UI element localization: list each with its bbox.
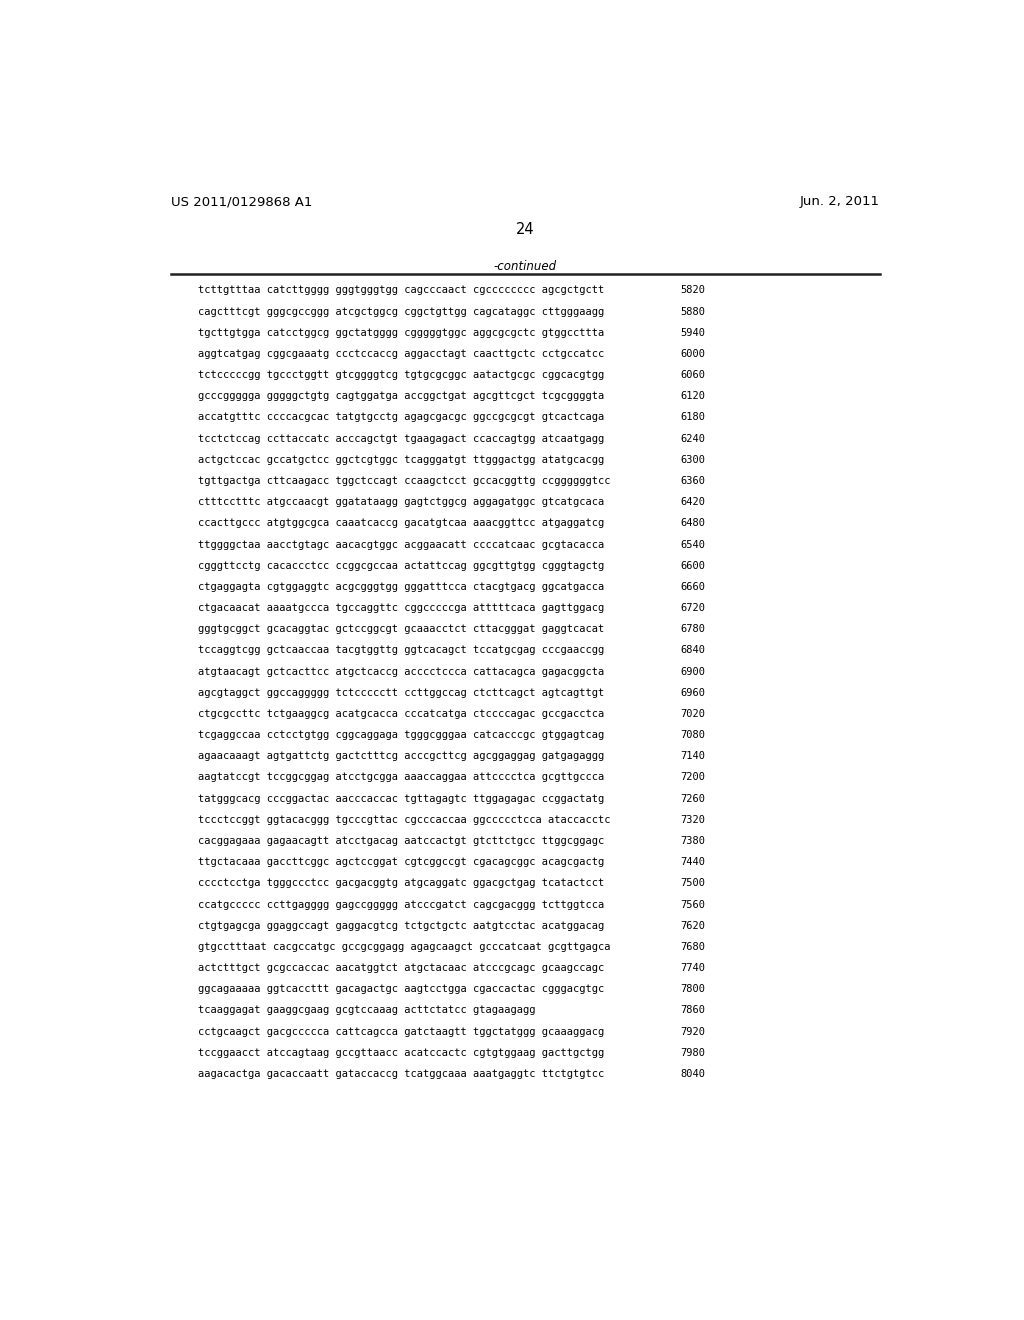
Text: 6360: 6360 <box>680 477 706 486</box>
Text: 7140: 7140 <box>680 751 706 762</box>
Text: ctgaggagta cgtggaggtc acgcgggtgg gggatttcca ctacgtgacg ggcatgacca: ctgaggagta cgtggaggtc acgcgggtgg gggattt… <box>198 582 604 591</box>
Text: 7380: 7380 <box>680 836 706 846</box>
Text: 6000: 6000 <box>680 348 706 359</box>
Text: cgggttcctg cacaccctcc ccggcgccaa actattccag ggcgttgtgg cgggtagctg: cgggttcctg cacaccctcc ccggcgccaa actattc… <box>198 561 604 570</box>
Text: 7020: 7020 <box>680 709 706 719</box>
Text: 7920: 7920 <box>680 1027 706 1036</box>
Text: 6840: 6840 <box>680 645 706 656</box>
Text: tgttgactga cttcaagacc tggctccagt ccaagctcct gccacggttg ccggggggtcc: tgttgactga cttcaagacc tggctccagt ccaagct… <box>198 477 610 486</box>
Text: 5940: 5940 <box>680 327 706 338</box>
Text: ctgtgagcga ggaggccagt gaggacgtcg tctgctgctc aatgtcctac acatggacag: ctgtgagcga ggaggccagt gaggacgtcg tctgctg… <box>198 921 604 931</box>
Text: Jun. 2, 2011: Jun. 2, 2011 <box>800 195 880 209</box>
Text: agcgtaggct ggccaggggg tctccccctt ccttggccag ctcttcagct agtcagttgt: agcgtaggct ggccaggggg tctccccctt ccttggc… <box>198 688 604 698</box>
Text: 7620: 7620 <box>680 921 706 931</box>
Text: 7500: 7500 <box>680 878 706 888</box>
Text: 6240: 6240 <box>680 434 706 444</box>
Text: 6420: 6420 <box>680 498 706 507</box>
Text: tcaaggagat gaaggcgaag gcgtccaaag acttctatcc gtagaagagg: tcaaggagat gaaggcgaag gcgtccaaag acttcta… <box>198 1006 536 1015</box>
Text: ttggggctaa aacctgtagc aacacgtggc acggaacatt ccccatcaac gcgtacacca: ttggggctaa aacctgtagc aacacgtggc acggaac… <box>198 540 604 549</box>
Text: ctttcctttc atgccaacgt ggatataagg gagtctggcg aggagatggc gtcatgcaca: ctttcctttc atgccaacgt ggatataagg gagtctg… <box>198 498 604 507</box>
Text: ctgacaacat aaaatgccca tgccaggttc cggcccccga atttttcaca gagttggacg: ctgacaacat aaaatgccca tgccaggttc cggcccc… <box>198 603 604 612</box>
Text: actgctccac gccatgctcc ggctcgtggc tcagggatgt ttgggactgg atatgcacgg: actgctccac gccatgctcc ggctcgtggc tcaggga… <box>198 455 604 465</box>
Text: tcctctccag ccttaccatc acccagctgt tgaagagact ccaccagtgg atcaatgagg: tcctctccag ccttaccatc acccagctgt tgaagag… <box>198 434 604 444</box>
Text: cccctcctga tgggccctcc gacgacggtg atgcaggatc ggacgctgag tcatactcct: cccctcctga tgggccctcc gacgacggtg atgcagg… <box>198 878 604 888</box>
Text: 7260: 7260 <box>680 793 706 804</box>
Text: ttgctacaaa gaccttcggc agctccggat cgtcggccgt cgacagcggc acagcgactg: ttgctacaaa gaccttcggc agctccggat cgtcggc… <box>198 857 604 867</box>
Text: tcttgtttaa catcttgggg gggtgggtgg cagcccaact cgcccccccc agcgctgctt: tcttgtttaa catcttgggg gggtgggtgg cagccca… <box>198 285 604 296</box>
Text: 7440: 7440 <box>680 857 706 867</box>
Text: 6780: 6780 <box>680 624 706 634</box>
Text: 7740: 7740 <box>680 964 706 973</box>
Text: aagacactga gacaccaatt gataccaccg tcatggcaaa aaatgaggtc ttctgtgtcc: aagacactga gacaccaatt gataccaccg tcatggc… <box>198 1069 604 1078</box>
Text: 6900: 6900 <box>680 667 706 677</box>
Text: gcccggggga gggggctgtg cagtggatga accggctgat agcgttcgct tcgcggggta: gcccggggga gggggctgtg cagtggatga accggct… <box>198 391 604 401</box>
Text: ccatgccccc ccttgagggg gagccggggg atcccgatct cagcgacggg tcttggtcca: ccatgccccc ccttgagggg gagccggggg atcccga… <box>198 899 604 909</box>
Text: gggtgcggct gcacaggtac gctccggcgt gcaaacctct cttacgggat gaggtcacat: gggtgcggct gcacaggtac gctccggcgt gcaaacc… <box>198 624 604 634</box>
Text: aagtatccgt tccggcggag atcctgcgga aaaccaggaa attcccctca gcgttgccca: aagtatccgt tccggcggag atcctgcgga aaaccag… <box>198 772 604 783</box>
Text: cagctttcgt gggcgccggg atcgctggcg cggctgttgg cagcataggc cttgggaagg: cagctttcgt gggcgccggg atcgctggcg cggctgt… <box>198 306 604 317</box>
Text: 6720: 6720 <box>680 603 706 612</box>
Text: 7080: 7080 <box>680 730 706 741</box>
Text: 8040: 8040 <box>680 1069 706 1078</box>
Text: 7860: 7860 <box>680 1006 706 1015</box>
Text: 6120: 6120 <box>680 391 706 401</box>
Text: tccaggtcgg gctcaaccaa tacgtggttg ggtcacagct tccatgcgag cccgaaccgg: tccaggtcgg gctcaaccaa tacgtggttg ggtcaca… <box>198 645 604 656</box>
Text: ccacttgccc atgtggcgca caaatcaccg gacatgtcaa aaacggttcc atgaggatcg: ccacttgccc atgtggcgca caaatcaccg gacatgt… <box>198 519 604 528</box>
Text: tccctccggt ggtacacggg tgcccgttac cgcccaccaa ggccccctcca ataccacctc: tccctccggt ggtacacggg tgcccgttac cgcccac… <box>198 814 610 825</box>
Text: ctgcgccttc tctgaaggcg acatgcacca cccatcatga ctccccagac gccgacctca: ctgcgccttc tctgaaggcg acatgcacca cccatca… <box>198 709 604 719</box>
Text: 7200: 7200 <box>680 772 706 783</box>
Text: actctttgct gcgccaccac aacatggtct atgctacaac atcccgcagc gcaagccagc: actctttgct gcgccaccac aacatggtct atgctac… <box>198 964 604 973</box>
Text: accatgtttc ccccacgcac tatgtgcctg agagcgacgc ggccgcgcgt gtcactcaga: accatgtttc ccccacgcac tatgtgcctg agagcga… <box>198 412 604 422</box>
Text: 7680: 7680 <box>680 942 706 952</box>
Text: gtgcctttaat cacgccatgc gccgcggagg agagcaagct gcccatcaat gcgttgagca: gtgcctttaat cacgccatgc gccgcggagg agagca… <box>198 942 610 952</box>
Text: tccggaacct atccagtaag gccgttaacc acatccactc cgtgtggaag gacttgctgg: tccggaacct atccagtaag gccgttaacc acatcca… <box>198 1048 604 1057</box>
Text: 6960: 6960 <box>680 688 706 698</box>
Text: 24: 24 <box>515 222 535 236</box>
Text: 6480: 6480 <box>680 519 706 528</box>
Text: 7560: 7560 <box>680 899 706 909</box>
Text: 5820: 5820 <box>680 285 706 296</box>
Text: tatgggcacg cccggactac aacccaccac tgttagagtc ttggagagac ccggactatg: tatgggcacg cccggactac aacccaccac tgttaga… <box>198 793 604 804</box>
Text: -continued: -continued <box>494 260 556 273</box>
Text: 7980: 7980 <box>680 1048 706 1057</box>
Text: ggcagaaaaa ggtcaccttt gacagactgc aagtcctgga cgaccactac cgggacgtgc: ggcagaaaaa ggtcaccttt gacagactgc aagtcct… <box>198 985 604 994</box>
Text: 6300: 6300 <box>680 455 706 465</box>
Text: tgcttgtgga catcctggcg ggctatgggg cgggggtggc aggcgcgctc gtggccttta: tgcttgtgga catcctggcg ggctatgggg cgggggt… <box>198 327 604 338</box>
Text: tctcccccgg tgccctggtt gtcggggtcg tgtgcgcggc aatactgcgc cggcacgtgg: tctcccccgg tgccctggtt gtcggggtcg tgtgcgc… <box>198 370 604 380</box>
Text: cctgcaagct gacgccccca cattcagcca gatctaagtt tggctatggg gcaaaggacg: cctgcaagct gacgccccca cattcagcca gatctaa… <box>198 1027 604 1036</box>
Text: cacggagaaa gagaacagtt atcctgacag aatccactgt gtcttctgcc ttggcggagc: cacggagaaa gagaacagtt atcctgacag aatccac… <box>198 836 604 846</box>
Text: 7800: 7800 <box>680 985 706 994</box>
Text: tcgaggccaa cctcctgtgg cggcaggaga tgggcgggaa catcacccgc gtggagtcag: tcgaggccaa cctcctgtgg cggcaggaga tgggcgg… <box>198 730 604 741</box>
Text: 6180: 6180 <box>680 412 706 422</box>
Text: agaacaaagt agtgattctg gactctttcg acccgcttcg agcggaggag gatgagaggg: agaacaaagt agtgattctg gactctttcg acccgct… <box>198 751 604 762</box>
Text: 6600: 6600 <box>680 561 706 570</box>
Text: aggtcatgag cggcgaaatg ccctccaccg aggacctagt caacttgctc cctgccatcc: aggtcatgag cggcgaaatg ccctccaccg aggacct… <box>198 348 604 359</box>
Text: 7320: 7320 <box>680 814 706 825</box>
Text: US 2011/0129868 A1: US 2011/0129868 A1 <box>171 195 312 209</box>
Text: 5880: 5880 <box>680 306 706 317</box>
Text: 6540: 6540 <box>680 540 706 549</box>
Text: 6060: 6060 <box>680 370 706 380</box>
Text: 6660: 6660 <box>680 582 706 591</box>
Text: atgtaacagt gctcacttcc atgctcaccg acccctccca cattacagca gagacggcta: atgtaacagt gctcacttcc atgctcaccg acccctc… <box>198 667 604 677</box>
